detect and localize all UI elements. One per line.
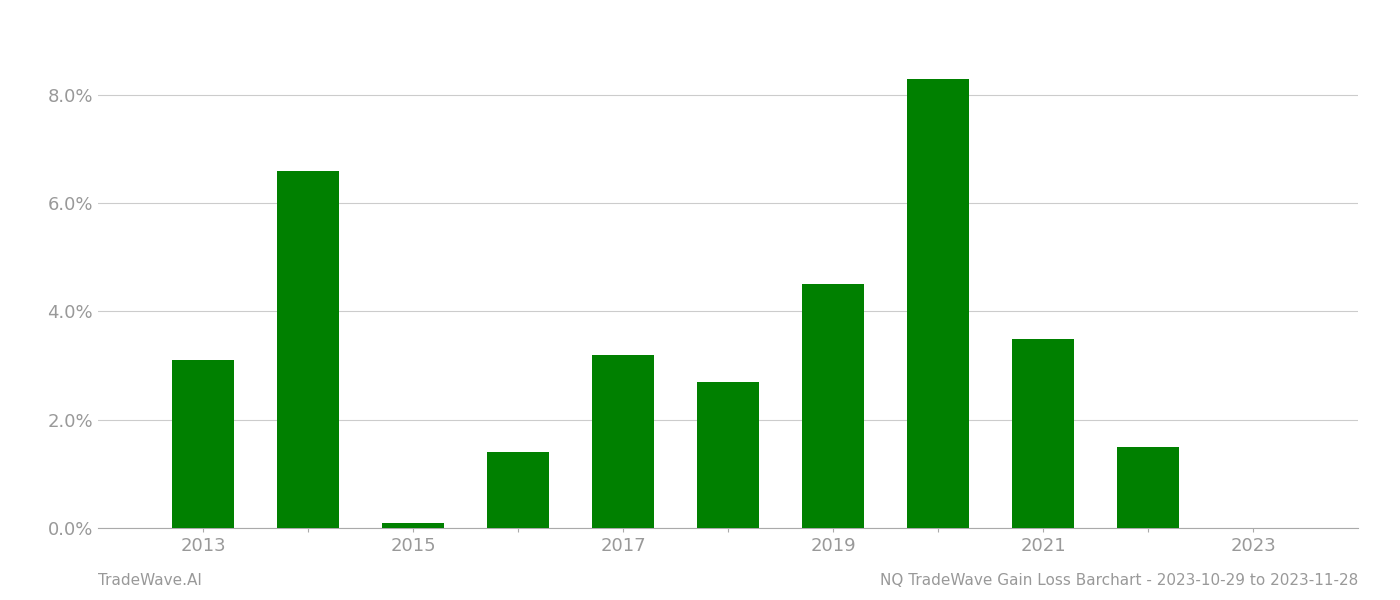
Bar: [801, 284, 864, 528]
Bar: [907, 79, 969, 528]
Bar: [487, 452, 549, 528]
Bar: [1011, 338, 1074, 528]
Bar: [591, 355, 654, 528]
Bar: [697, 382, 759, 528]
Bar: [171, 360, 234, 528]
Bar: [381, 523, 444, 528]
Bar: [277, 171, 339, 528]
Text: TradeWave.AI: TradeWave.AI: [98, 573, 202, 588]
Bar: [1117, 447, 1179, 528]
Text: NQ TradeWave Gain Loss Barchart - 2023-10-29 to 2023-11-28: NQ TradeWave Gain Loss Barchart - 2023-1…: [879, 573, 1358, 588]
